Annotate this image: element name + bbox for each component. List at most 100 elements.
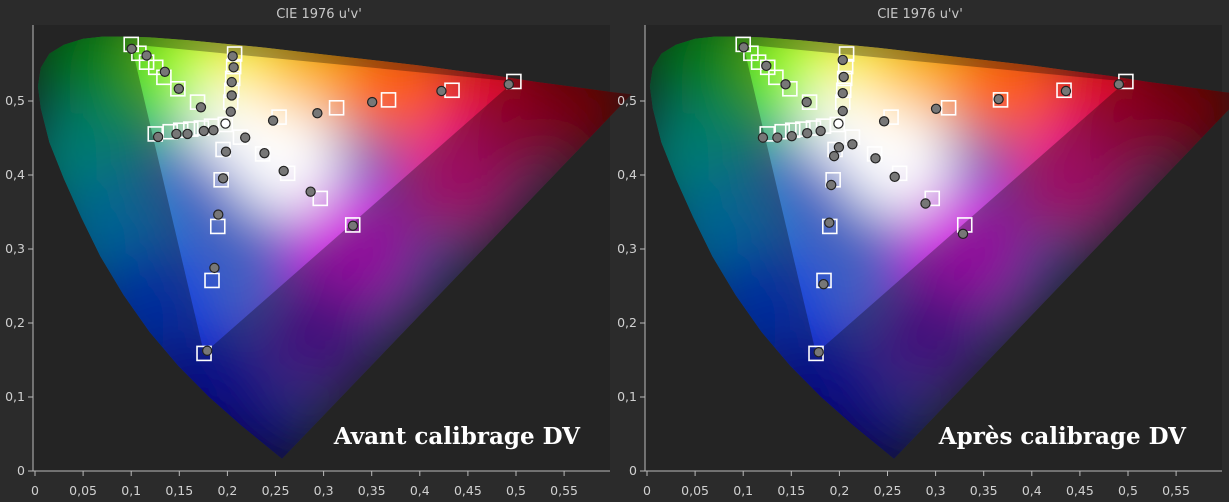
measured-point xyxy=(826,179,837,191)
target-markers xyxy=(123,36,522,362)
measured-point xyxy=(878,116,890,127)
measured-point xyxy=(738,42,749,53)
measured-point xyxy=(833,142,845,153)
measured-point xyxy=(126,43,137,55)
x-tick-label: 0,3 xyxy=(314,483,334,498)
y-tick-label: 0,1 xyxy=(5,389,25,404)
gamut-triangle-shading xyxy=(37,36,632,459)
x-tick-label: 0,55 xyxy=(1162,483,1190,498)
measured-point xyxy=(226,90,237,101)
x-tick-label: 0,3 xyxy=(926,483,946,498)
chart-after-calibration: CIE 1976 u'v' 0 0,05 0,1 0,15 0,2 0,25 0,3 0,35… xyxy=(617,7,1229,498)
measured-point xyxy=(159,66,171,77)
y-tick-label: 0,2 xyxy=(617,315,637,330)
x-tick-label: 0,1 xyxy=(733,483,753,498)
x-tick-label: 0,05 xyxy=(681,483,709,498)
measured-point xyxy=(227,51,238,62)
x-tick-label: 0,35 xyxy=(970,483,998,498)
measured-point xyxy=(828,150,840,162)
target-point xyxy=(768,69,784,86)
measured-point xyxy=(366,96,378,108)
x-tick-label: 0,25 xyxy=(874,483,902,498)
x-tick-label: 0,15 xyxy=(777,483,805,498)
out-of-gamut-shade xyxy=(649,36,1229,459)
target-point xyxy=(170,80,186,97)
measured-point xyxy=(1113,79,1125,90)
target-point xyxy=(836,70,853,87)
measured-point xyxy=(837,54,848,66)
x-tick-label: 0,4 xyxy=(410,483,430,498)
x-tick-label: 0,5 xyxy=(1118,483,1138,498)
x-tick-label: 0,2 xyxy=(217,483,237,498)
y-tick-label: 0,3 xyxy=(617,241,637,256)
y-tick-label: 0,5 xyxy=(617,93,637,108)
measured-point xyxy=(209,262,220,274)
x-tick-label: 0,45 xyxy=(454,483,482,498)
measured-point xyxy=(993,93,1004,105)
measured-markers xyxy=(126,43,514,356)
axes: 0 0,05 0,1 0,15 0,2 0,25 0,3 0,35 0,4 0,45 0,5 0,55… xyxy=(5,25,610,498)
measured-point xyxy=(173,83,185,94)
chart-title: CIE 1976 u'v' xyxy=(877,7,963,22)
measured-point xyxy=(239,132,251,143)
measured-point xyxy=(837,88,848,99)
target-point xyxy=(312,190,329,207)
measured-point xyxy=(930,103,942,114)
measured-point xyxy=(141,50,152,61)
measured-point xyxy=(847,139,858,150)
chart-caption: Après calibrage DV xyxy=(938,423,1187,450)
measured-point xyxy=(171,128,182,140)
measured-point xyxy=(870,153,881,164)
chart-before-calibration: CIE 1976 u'v' 0 0,05 0,1 0,15 0,2 0,25 0,3 0,35… xyxy=(5,7,632,498)
measured-markers xyxy=(738,42,1125,358)
measured-point xyxy=(837,105,848,117)
measured-point xyxy=(220,118,231,129)
measured-point xyxy=(815,125,826,137)
measured-point xyxy=(813,347,824,358)
x-tick-label: 0,15 xyxy=(165,483,193,498)
x-tick-label: 0 xyxy=(31,483,39,498)
measured-point xyxy=(152,131,164,143)
measured-point xyxy=(833,118,844,129)
measured-point xyxy=(312,108,323,119)
x-tick-label: 0,35 xyxy=(358,483,386,498)
measured-point xyxy=(208,125,219,136)
measured-point xyxy=(201,345,213,356)
axes: 0 0,05 0,1 0,15 0,2 0,25 0,3 0,35 0,4 0,45 0,5 0,55… xyxy=(617,25,1222,498)
target-point xyxy=(213,172,229,188)
measured-point xyxy=(772,132,783,143)
measured-point xyxy=(818,278,829,290)
measured-point xyxy=(503,79,514,90)
measured-point xyxy=(957,228,969,240)
y-tick-label: 0,1 xyxy=(617,389,637,404)
measured-point xyxy=(198,125,210,137)
chart-caption: Avant calibrage DV xyxy=(333,423,581,450)
measured-point xyxy=(228,62,239,73)
chart-title: CIE 1976 u'v' xyxy=(276,7,362,22)
x-tick-label: 0,05 xyxy=(69,483,97,498)
target-point xyxy=(344,217,361,233)
y-tick-label: 0,4 xyxy=(5,167,25,182)
measured-point xyxy=(213,209,224,220)
measured-point xyxy=(757,132,769,143)
measured-point xyxy=(1060,85,1072,97)
measured-point xyxy=(920,198,931,209)
measured-point xyxy=(824,217,835,228)
target-point xyxy=(204,272,220,289)
target-point xyxy=(328,100,345,116)
target-point xyxy=(380,92,397,108)
measured-point xyxy=(436,85,447,97)
measured-point xyxy=(305,186,316,197)
x-tick-label: 0,45 xyxy=(1066,483,1094,498)
y-tick-label: 0 xyxy=(17,463,25,478)
measured-point xyxy=(220,146,232,157)
x-tick-label: 0,2 xyxy=(829,483,849,498)
x-tick-label: 0,25 xyxy=(262,483,290,498)
x-tick-label: 0 xyxy=(643,483,651,498)
x-tick-label: 0,4 xyxy=(1022,483,1042,498)
y-tick-label: 0,5 xyxy=(5,93,25,108)
measured-point xyxy=(267,115,279,126)
target-point xyxy=(254,146,271,162)
measured-point xyxy=(889,171,900,183)
